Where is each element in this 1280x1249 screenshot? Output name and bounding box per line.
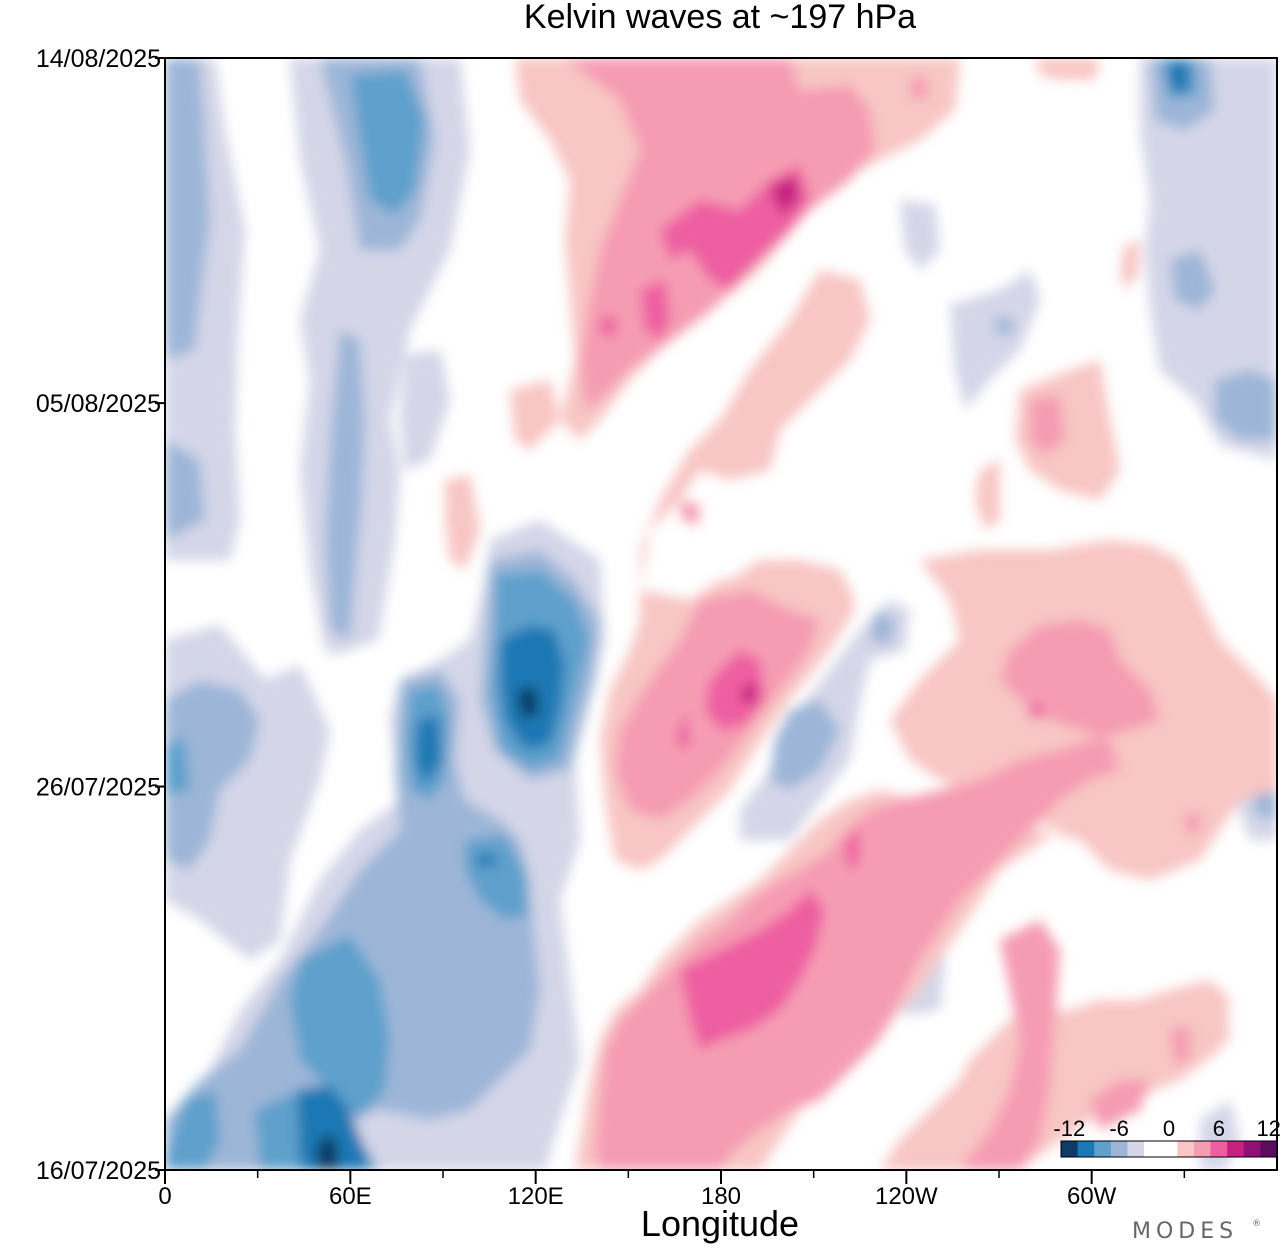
x-axis: 0 60E 120E 180 120W 60W bbox=[158, 1170, 1186, 1210]
x-tick-label: 60W bbox=[1067, 1183, 1117, 1210]
contour-band bbox=[640, 280, 670, 340]
colorbar-swatch bbox=[1243, 1141, 1261, 1157]
contour-band bbox=[1120, 240, 1140, 290]
x-tick-label: 0 bbox=[158, 1183, 171, 1210]
contour-band bbox=[325, 330, 365, 640]
contour-band bbox=[680, 890, 825, 1050]
contour-band bbox=[870, 610, 895, 645]
colorbar-swatch bbox=[1177, 1141, 1195, 1157]
contour-band bbox=[400, 350, 450, 470]
x-tick-label: 120E bbox=[508, 1183, 564, 1210]
colorbar-tick-label: 6 bbox=[1213, 1116, 1225, 1141]
colorbar-swatch bbox=[1094, 1141, 1112, 1157]
colorbar-tick-label: 0 bbox=[1163, 1116, 1175, 1141]
contour-band bbox=[950, 270, 1040, 410]
contour-band bbox=[600, 316, 617, 336]
contour-band bbox=[297, 1085, 370, 1170]
contour-band bbox=[660, 165, 810, 290]
colorbar-swatch bbox=[1227, 1141, 1245, 1157]
contour-band bbox=[900, 200, 940, 270]
contour-band bbox=[316, 1135, 340, 1170]
modes-watermark: MODES bbox=[1132, 1219, 1238, 1244]
contour-band bbox=[165, 1090, 220, 1170]
contour-band bbox=[1090, 1080, 1150, 1130]
contour-band bbox=[290, 935, 390, 1120]
contour-band bbox=[910, 76, 928, 100]
colorbar-legend: -12 -6 0 6 12 bbox=[1053, 1116, 1280, 1158]
contour-band bbox=[1170, 1025, 1190, 1065]
contour-band bbox=[1028, 704, 1044, 718]
contour-band bbox=[1015, 360, 1120, 500]
contour-band bbox=[415, 715, 442, 785]
contour-level-plus-8 bbox=[740, 175, 800, 705]
colorbar-swatch bbox=[1110, 1141, 1128, 1157]
y-tick-label: 26/07/2025 bbox=[36, 774, 161, 802]
contour-band bbox=[1030, 395, 1065, 455]
contour-band bbox=[740, 680, 758, 705]
contour-band bbox=[518, 686, 540, 720]
contour-band bbox=[165, 738, 190, 795]
x-tick-label: 120W bbox=[875, 1183, 938, 1210]
contour-field bbox=[165, 58, 1277, 1170]
colorbar-swatch bbox=[1193, 1141, 1212, 1157]
chart-title: Kelvin waves at ~197 hPa bbox=[524, 0, 916, 36]
contour-band bbox=[350, 70, 425, 215]
contour-band bbox=[770, 175, 800, 215]
contour-band bbox=[685, 60, 720, 120]
contour-band bbox=[845, 830, 860, 870]
contour-band bbox=[975, 460, 1000, 530]
contour-level-minus-10 bbox=[316, 686, 540, 1170]
contour-band bbox=[165, 670, 540, 1170]
colorbar-swatch bbox=[1077, 1141, 1095, 1157]
contour-band bbox=[1185, 812, 1200, 834]
colorbar-swatch bbox=[1160, 1141, 1178, 1157]
colorbar-tick-label: -12 bbox=[1053, 1116, 1085, 1141]
contour-band bbox=[680, 500, 700, 525]
colorbar-swatch bbox=[1260, 1141, 1278, 1157]
x-axis-title: Longitude bbox=[641, 1203, 799, 1244]
registered-mark: ® bbox=[1252, 1219, 1266, 1229]
colorbar-swatch bbox=[1127, 1141, 1145, 1157]
colorbar-swatch bbox=[1061, 1141, 1079, 1157]
y-axis: 14/08/2025 05/08/2025 26/07/2025 16/07/2025 bbox=[36, 45, 165, 1185]
contour-band bbox=[676, 710, 690, 748]
colorbar-tick-label: -6 bbox=[1109, 1116, 1129, 1141]
contour-band bbox=[475, 854, 497, 866]
contour-band bbox=[1200, 990, 1230, 1050]
contour-band bbox=[995, 318, 1014, 334]
colorbar-swatch bbox=[1210, 1141, 1228, 1157]
x-tick-label: 180 bbox=[701, 1183, 741, 1210]
colorbar-frame bbox=[1060, 1140, 1278, 1158]
contour-band bbox=[705, 650, 765, 730]
contour-band bbox=[1170, 250, 1215, 310]
contour-band bbox=[1140, 58, 1277, 460]
contour-level-plus-6 bbox=[600, 165, 1044, 1050]
contour-band bbox=[1168, 62, 1190, 92]
contour-band bbox=[770, 700, 840, 790]
y-tick-label: 16/07/2025 bbox=[36, 1157, 161, 1185]
contour-band bbox=[165, 440, 205, 540]
y-tick-label: 14/08/2025 bbox=[36, 45, 161, 73]
y-tick-label: 05/08/2025 bbox=[36, 390, 161, 418]
contour-band bbox=[960, 920, 1060, 1170]
contour-band bbox=[165, 680, 260, 870]
x-tick-label: 60E bbox=[329, 1183, 372, 1210]
colorbar-tick-label: 12 bbox=[1256, 1116, 1280, 1141]
contour-band bbox=[510, 380, 560, 450]
colorbar-swatch bbox=[1144, 1141, 1162, 1157]
contour-band bbox=[445, 475, 480, 570]
contour-band bbox=[165, 58, 210, 360]
contour-band bbox=[1215, 370, 1277, 440]
contour-band bbox=[1035, 58, 1100, 80]
